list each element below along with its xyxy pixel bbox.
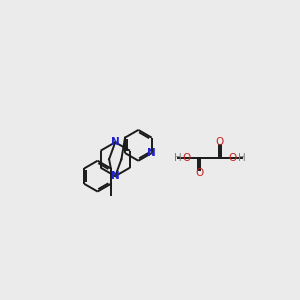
Text: N: N <box>111 171 120 181</box>
Text: O: O <box>215 137 223 147</box>
Text: H: H <box>174 153 182 163</box>
Text: H: H <box>238 153 245 163</box>
Text: N: N <box>147 148 156 158</box>
Text: O: O <box>228 153 236 163</box>
Text: N: N <box>111 137 120 147</box>
Text: O: O <box>183 153 191 163</box>
Text: O: O <box>196 168 204 178</box>
